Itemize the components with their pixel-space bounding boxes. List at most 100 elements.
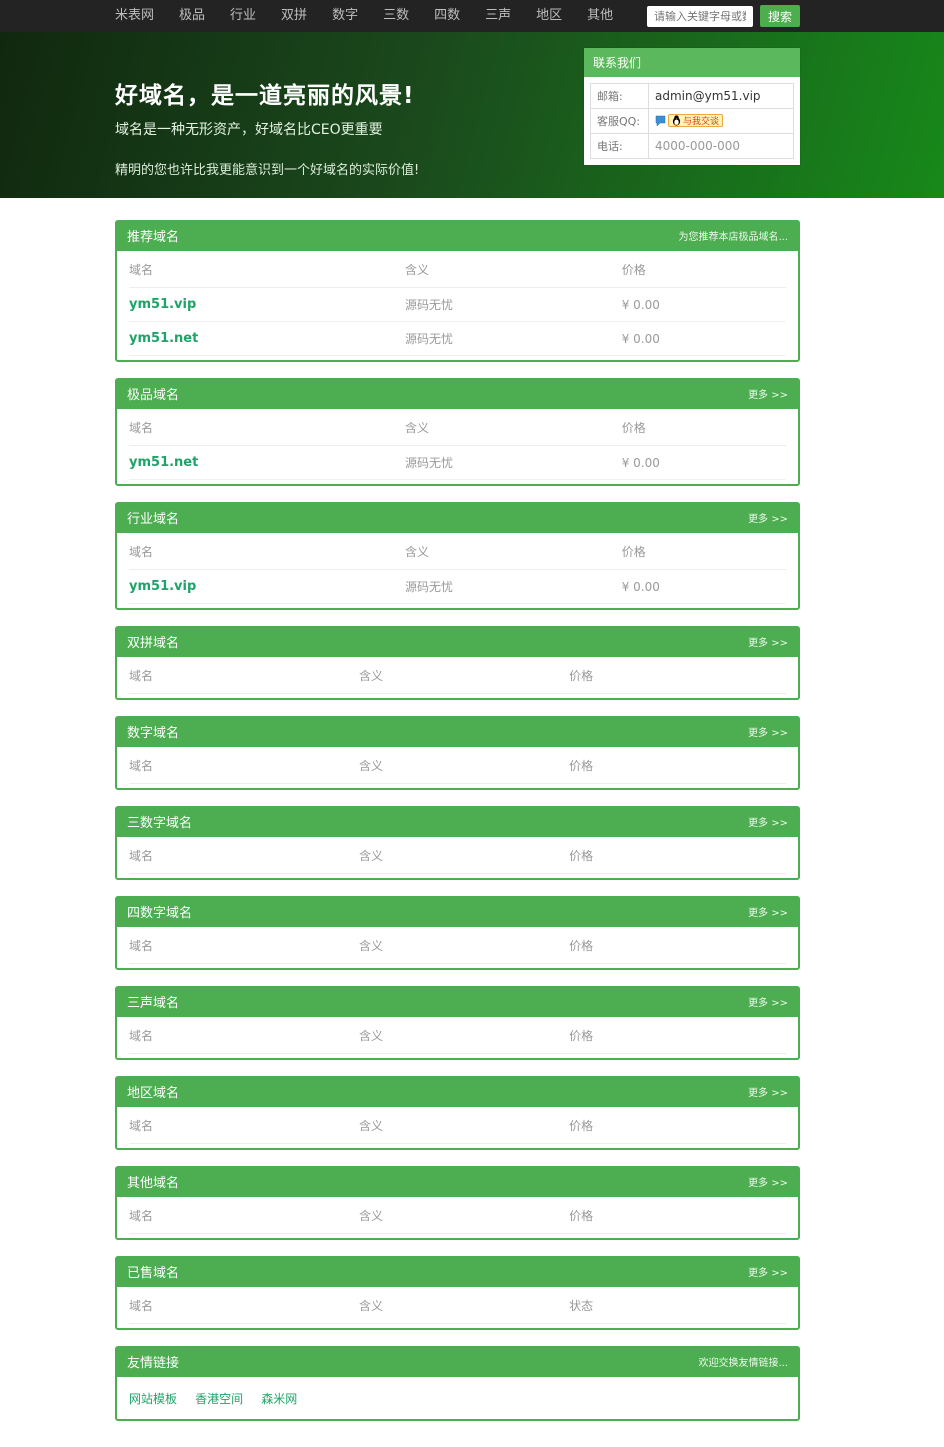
nav-item-three-digit[interactable]: 三数 [383, 8, 410, 23]
panel-premium-domains: 极品域名 更多 >> 域名 含义 价格 ym51.net 源码无忧 ¥ 0.00 [115, 378, 800, 486]
col-header-domain: 域名 [129, 747, 359, 784]
contact-row-email: 邮箱: admin@ym51.vip [590, 83, 794, 109]
panel-three-digit-domains: 三数字域名 更多 >> 域名 含义 价格 [115, 806, 800, 880]
col-header-domain: 域名 [129, 533, 405, 570]
more-link[interactable]: 更多 >> [748, 908, 788, 919]
panel-title: 三声域名 [127, 996, 180, 1011]
more-link[interactable]: 更多 >> [748, 1178, 788, 1189]
panel-title: 地区域名 [127, 1086, 180, 1101]
col-header-meaning: 含义 [404, 251, 622, 288]
col-header-price: 价格 [569, 1017, 786, 1054]
col-header-domain: 域名 [129, 837, 359, 874]
contact-row-qq: 客服QQ: [590, 108, 794, 134]
nav-item-brand[interactable]: 米表网 [115, 8, 155, 23]
panel-four-digit-domains: 四数字域名 更多 >> 域名 含义 价格 [115, 896, 800, 970]
col-header-domain: 域名 [129, 1107, 359, 1144]
friend-link-website-template[interactable]: 网站模板 [129, 1392, 178, 1406]
nav-item-three-letter[interactable]: 三声 [485, 8, 512, 23]
col-header-domain: 域名 [129, 927, 359, 964]
email-value: admin@ym51.vip [648, 83, 794, 109]
more-link[interactable]: 更多 >> [748, 998, 788, 1009]
col-header-meaning: 含义 [358, 1287, 570, 1324]
panel-title: 友情链接 [127, 1356, 180, 1371]
col-header-price: 价格 [569, 1197, 786, 1234]
col-header-domain: 域名 [129, 251, 405, 288]
hero-banner: 好域名，是一道亮丽的风景! 域名是一种无形资产，好域名比CEO更重要 精明的您也… [0, 32, 944, 198]
domain-price: ¥ 0.00 [621, 569, 786, 604]
friend-link-hk-hosting[interactable]: 香港空间 [195, 1392, 244, 1406]
domain-link[interactable]: ym51.vip [129, 297, 197, 312]
panel-title: 四数字域名 [127, 906, 193, 921]
more-link[interactable]: 更多 >> [748, 390, 788, 401]
col-header-meaning: 含义 [358, 747, 570, 784]
table-row: ym51.net 源码无忧 ¥ 0.00 [129, 445, 786, 480]
panel-region-domains: 地区域名 更多 >> 域名 含义 价格 [115, 1076, 800, 1150]
panel-numeric-domains: 数字域名 更多 >> 域名 含义 价格 [115, 716, 800, 790]
col-header-domain: 域名 [129, 1017, 359, 1054]
panel-note: 欢迎交换友情链接... [698, 1358, 788, 1369]
qq-chat-badge[interactable]: 与我交谈 [655, 113, 724, 127]
phone-value: 4000-000-000 [648, 133, 794, 159]
more-link[interactable]: 更多 >> [748, 514, 788, 525]
domain-link[interactable]: ym51.net [129, 331, 199, 346]
nav-item-pinyin[interactable]: 双拼 [281, 8, 308, 23]
more-link[interactable]: 更多 >> [748, 818, 788, 829]
qq-badge-text: 与我交谈 [683, 116, 720, 127]
panel-friend-links: 友情链接 欢迎交换友情链接... 网站模板 香港空间 森米网 [115, 1346, 800, 1421]
col-header-price: 价格 [569, 927, 786, 964]
col-header-price: 价格 [621, 533, 786, 570]
domain-price: ¥ 0.00 [621, 321, 786, 356]
domain-meaning: 源码无忧 [404, 445, 622, 480]
more-link[interactable]: 更多 >> [748, 1088, 788, 1099]
more-link[interactable]: 更多 >> [748, 638, 788, 649]
nav-item-other[interactable]: 其他 [587, 8, 614, 23]
contact-card-title: 联系我们 [584, 48, 800, 77]
panel-three-letter-domains: 三声域名 更多 >> 域名 含义 价格 [115, 986, 800, 1060]
search-input[interactable] [646, 5, 753, 27]
qq-label: 客服QQ: [590, 108, 649, 134]
table-row: ym51.net 源码无忧 ¥ 0.00 [129, 321, 786, 356]
panel-title: 推荐域名 [127, 230, 180, 245]
hero-text-block: 好域名，是一道亮丽的风景! 域名是一种无形资产，好域名比CEO更重要 精明的您也… [115, 32, 800, 178]
col-header-meaning: 含义 [358, 927, 570, 964]
hero-tagline: 精明的您也许比我更能意识到一个好域名的实际价值! [115, 163, 420, 178]
col-header-meaning: 含义 [358, 837, 570, 874]
more-link[interactable]: 更多 >> [748, 728, 788, 739]
col-header-meaning: 含义 [358, 1017, 570, 1054]
qq-penguin-icon [672, 114, 681, 126]
table-row: ym51.vip 源码无忧 ¥ 0.00 [129, 287, 786, 322]
panel-title: 双拼域名 [127, 636, 180, 651]
nav-item-region[interactable]: 地区 [536, 8, 563, 23]
top-navbar: 米表网 极品 行业 双拼 数字 三数 四数 三声 地区 其他 搜索 [0, 0, 944, 32]
nav-item-numeric[interactable]: 数字 [332, 8, 359, 23]
friend-link-senmi[interactable]: 森米网 [261, 1392, 298, 1406]
col-header-meaning: 含义 [358, 657, 570, 694]
phone-label: 电话: [590, 133, 649, 159]
domain-meaning: 源码无忧 [404, 569, 622, 604]
domain-link[interactable]: ym51.net [129, 455, 199, 470]
panel-sold-domains: 已售域名 更多 >> 域名 含义 状态 [115, 1256, 800, 1330]
col-header-price: 价格 [569, 837, 786, 874]
col-header-price: 价格 [569, 747, 786, 784]
col-header-price: 价格 [569, 1107, 786, 1144]
panel-industry-domains: 行业域名 更多 >> 域名 含义 价格 ym51.vip 源码无忧 ¥ 0.00 [115, 502, 800, 610]
panel-note: 为您推荐本店极品域名... [678, 232, 788, 243]
hero-subtitle: 域名是一种无形资产，好域名比CEO更重要 [115, 122, 383, 138]
panel-title: 已售域名 [127, 1266, 180, 1281]
nav-item-premium[interactable]: 极品 [179, 8, 206, 23]
col-header-meaning: 含义 [358, 1107, 570, 1144]
search-button[interactable]: 搜索 [759, 5, 800, 27]
col-header-meaning: 含义 [404, 533, 622, 570]
col-header-status: 状态 [569, 1287, 786, 1324]
panel-title: 三数字域名 [127, 816, 193, 831]
domain-link[interactable]: ym51.vip [129, 579, 197, 594]
email-label: 邮箱: [590, 83, 649, 109]
col-header-domain: 域名 [129, 1197, 359, 1234]
more-link[interactable]: 更多 >> [748, 1268, 788, 1279]
search-box: 搜索 [646, 5, 800, 27]
panel-pinyin-domains: 双拼域名 更多 >> 域名 含义 价格 [115, 626, 800, 700]
table-row: ym51.vip 源码无忧 ¥ 0.00 [129, 569, 786, 604]
domain-meaning: 源码无忧 [404, 287, 622, 322]
nav-item-industry[interactable]: 行业 [230, 8, 257, 23]
nav-item-four-digit[interactable]: 四数 [434, 8, 461, 23]
